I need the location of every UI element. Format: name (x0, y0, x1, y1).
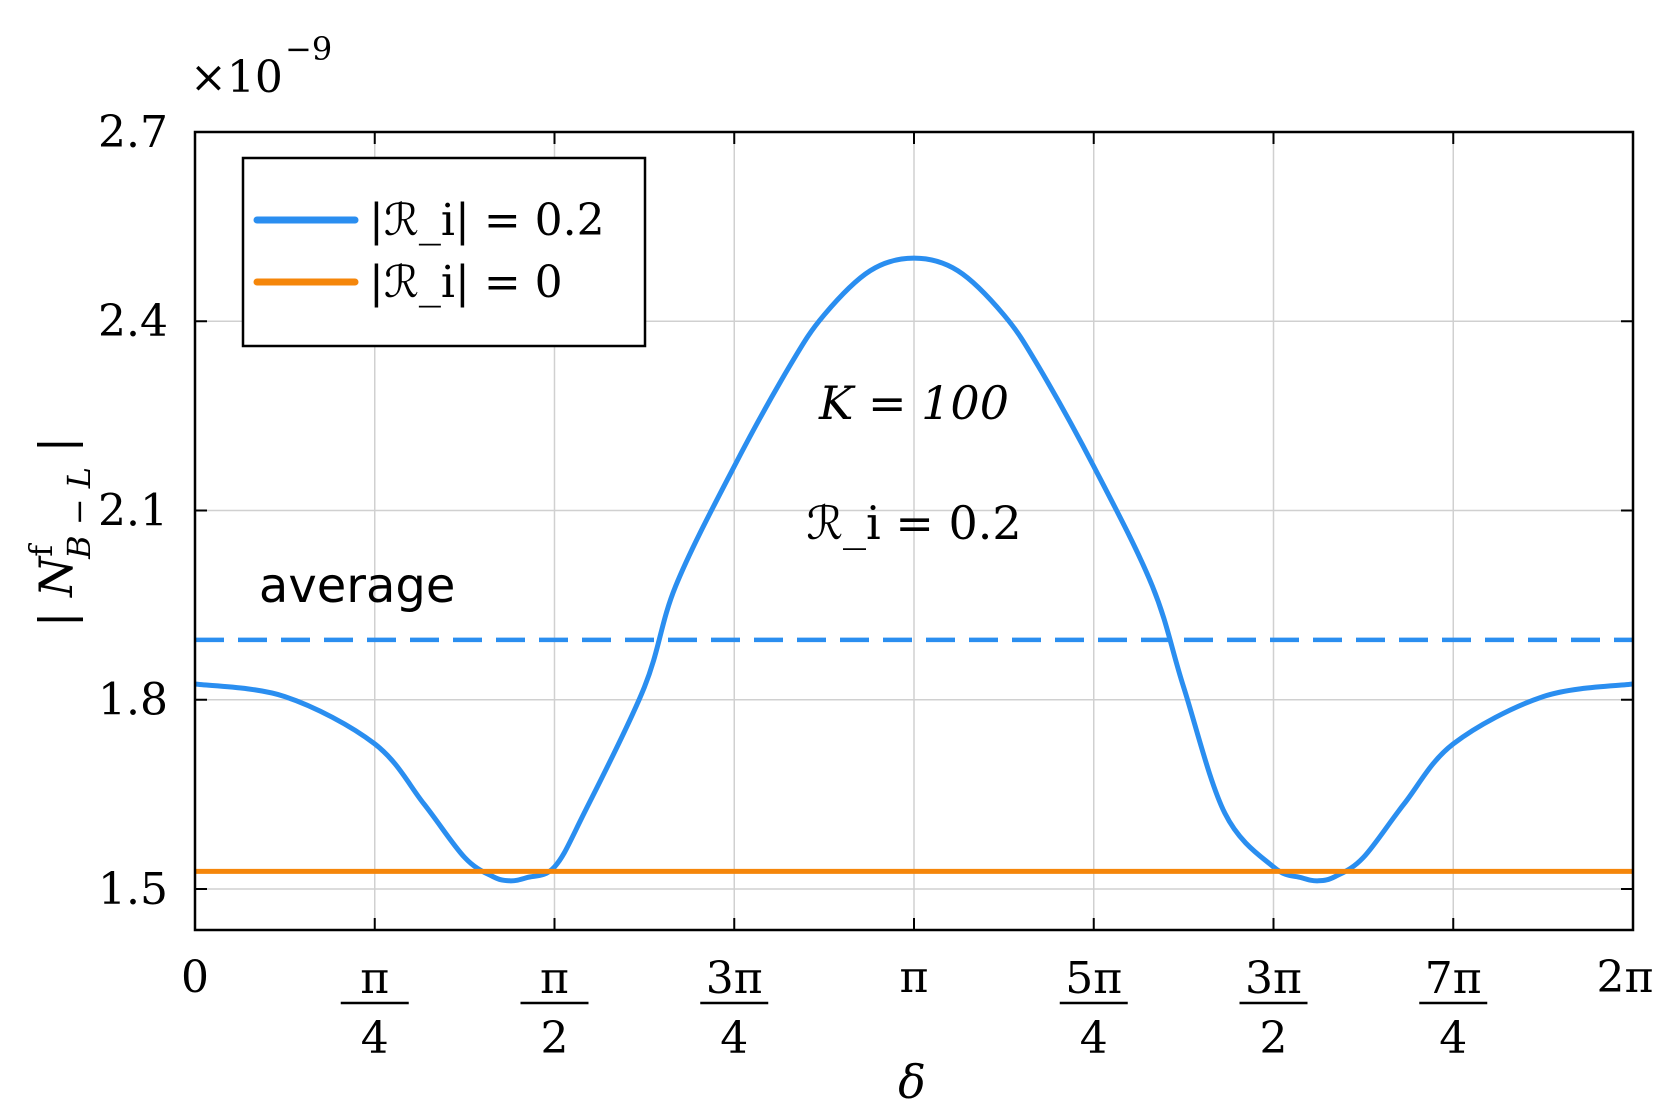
legend-box (241, 156, 647, 348)
tick-labels: 0 π 4 π 2 3π 4 π 5π 4 3π 2 7π 4 2π 1.5 1.8 2.1 2.4 2.7 ×10−9… (22, 30, 1653, 1107)
series-line-0 (195, 255, 1633, 884)
y-tick-label: 2.1 (98, 485, 168, 536)
y-tick-label: 2.4 (98, 296, 168, 347)
x-tick-label: 5π (1065, 953, 1122, 1004)
x-tick-label: 2 (540, 1013, 568, 1064)
axis-multiplier: ×10 (190, 52, 283, 103)
y-axis-label-part: f (22, 543, 60, 557)
x-tick-label: π (540, 953, 569, 1004)
x-tick-label: 2π (1597, 952, 1654, 1003)
x-tick-label: 3π (1245, 953, 1302, 1004)
x-tick-label: 4 (361, 1013, 389, 1064)
x-tick-label: 4 (1439, 1013, 1467, 1064)
x-tick-label: 4 (720, 1013, 748, 1064)
x-axis-label: δ (898, 1055, 926, 1107)
legend-label: |ℛ_i| = 0.2 (369, 195, 605, 246)
y-tick-label: 1.8 (98, 675, 168, 726)
y-axis-label: | NfB − L | (22, 437, 98, 627)
average-annotation: average (259, 558, 456, 614)
x-tick-label: π (900, 952, 929, 1003)
annotations: average K = 100 ℛ_i = 0.2 (259, 376, 1022, 614)
x-tick-label: π (360, 953, 389, 1004)
y-tick-label: 2.7 (98, 107, 168, 158)
y-tick-label: 1.5 (98, 864, 168, 915)
legend-label: |ℛ_i| = 0 (369, 257, 563, 308)
axes (193, 130, 1635, 932)
k-annotation: K = 100 (818, 376, 1009, 430)
r-annotation: ℛ_i = 0.2 (806, 496, 1021, 550)
y-axis-label-part: | (29, 597, 83, 627)
legend: |ℛ_i| = 0.2 |ℛ_i| = 0 (241, 156, 647, 348)
x-tick-label: 0 (181, 952, 209, 1003)
x-tick-label: 7π (1425, 953, 1482, 1004)
y-axis-label-part: B − L (60, 467, 98, 560)
x-tick-label: 3π (706, 953, 763, 1004)
x-tick-label: 4 (1080, 1013, 1108, 1064)
y-axis-label-part: N (29, 555, 83, 598)
series-lines (195, 255, 1633, 884)
x-tick-label: 2 (1260, 1013, 1288, 1064)
axis-multiplier-exponent: −9 (285, 30, 332, 68)
y-axis-label-part: | (29, 437, 83, 467)
